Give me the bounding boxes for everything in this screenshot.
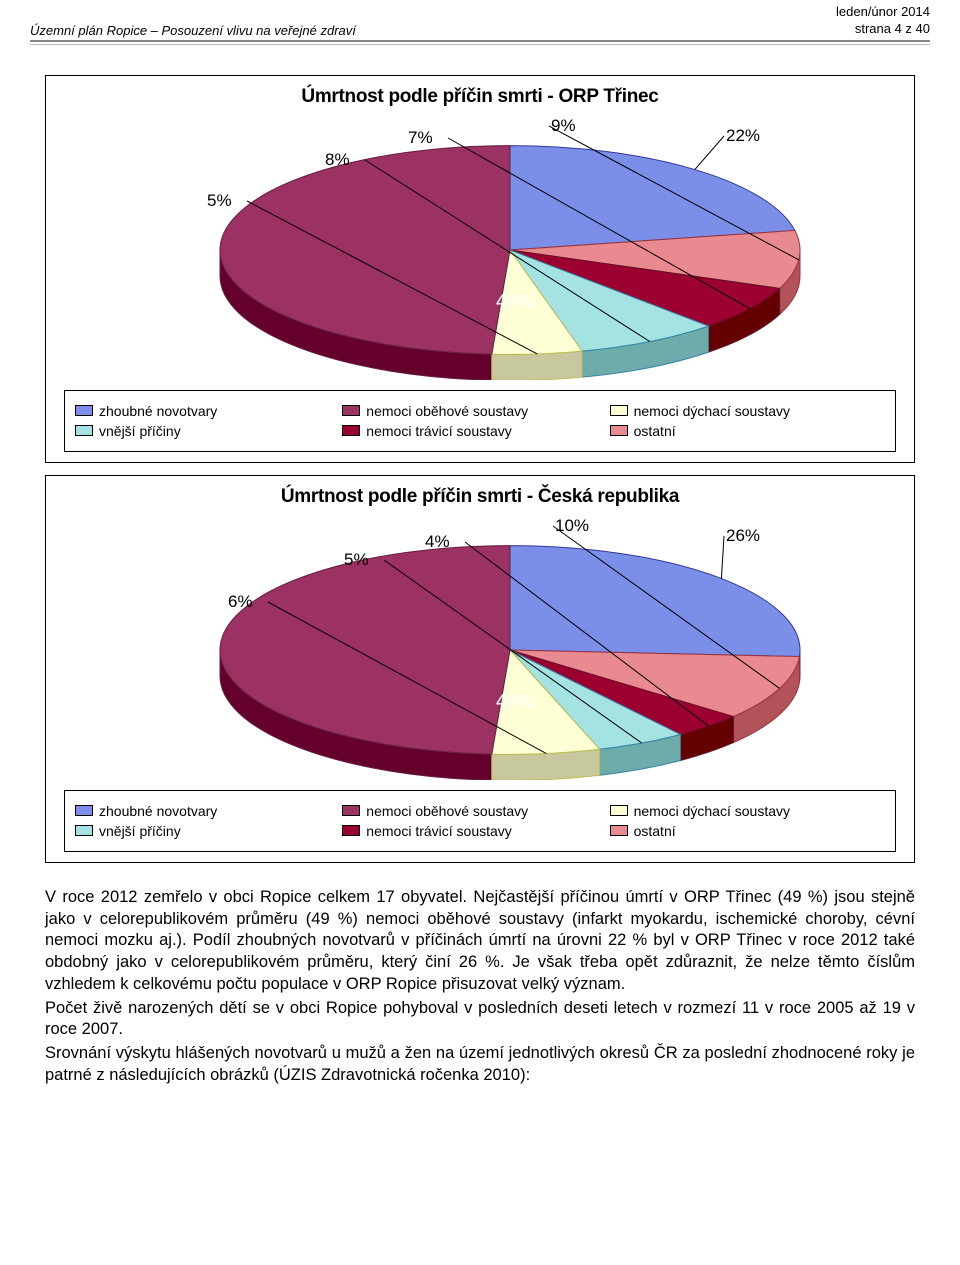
legend-swatch [610,405,628,416]
legend-swatch [610,425,628,436]
legend-row: zhoubné novotvary nemoci oběhové soustavy… [75,803,885,819]
pie-slice-label: 4% [425,532,450,552]
pie-slice-label: 9% [551,116,576,136]
legend-label: nemoci dýchací soustavy [634,803,790,819]
svg-text:49%: 49% [496,291,534,312]
legend-label: vnější příčiny [99,423,181,439]
legend-swatch [75,805,93,816]
legend-swatch [342,405,360,416]
legend-swatch [610,825,628,836]
legend-label: ostatní [634,823,676,839]
body-text: V roce 2012 zemřelo v obci Ropice celkem… [45,887,915,1087]
legend-swatch [610,805,628,816]
legend-item: zhoubné novotvary [75,403,342,419]
header-date: leden/únor 2014 [836,4,930,19]
pie-slice-label: 26% [726,526,760,546]
pie-slice-label: 6% [228,592,253,612]
legend-label: ostatní [634,423,676,439]
legend-swatch [75,825,93,836]
legend-item: ostatní [610,823,877,839]
legend-label: vnější příčiny [99,823,181,839]
legend-label: zhoubné novotvary [99,403,217,419]
header-rule-2 [30,44,930,45]
legend-swatch [75,405,93,416]
chart-2-pie: 49%26%10%4%5%6% [80,520,880,780]
legend-label: nemoci oběhové soustavy [366,403,528,419]
chart-1-box: Úmrtnost podle příčin smrti - ORP Třinec… [45,75,915,463]
legend-row: vnější příčiny nemoci trávicí soustavy ost… [75,823,885,839]
pie-slice-label: 8% [325,150,350,170]
legend-item: vnější příčiny [75,423,342,439]
legend-item: ostatní [610,423,877,439]
legend-item: nemoci dýchací soustavy [610,803,877,819]
legend-item: nemoci trávicí soustavy [342,823,609,839]
legend-label: nemoci oběhové soustavy [366,803,528,819]
pie-slice-label: 5% [344,550,369,570]
chart-2-title: Úmrtnost podle příčin smrti - Česká repu… [54,486,906,508]
header-page: strana 4 z 40 [855,21,930,36]
pie-slice-label: 5% [207,191,232,211]
legend-swatch [342,425,360,436]
legend-swatch [75,425,93,436]
legend-row: zhoubné novotvary nemoci oběhové soustavy… [75,403,885,419]
legend-row: vnější příčiny nemoci trávicí soustavy ost… [75,423,885,439]
header-rule-1 [30,40,930,42]
legend-item: vnější příčiny [75,823,342,839]
pie-slice-label: 22% [726,126,760,146]
legend-label: zhoubné novotvary [99,803,217,819]
legend-item: nemoci oběhové soustavy [342,803,609,819]
paragraph-1: V roce 2012 zemřelo v obci Ropice celkem… [45,887,915,996]
legend-item: zhoubné novotvary [75,803,342,819]
header-left: Územní plán Ropice – Posouzení vlivu na … [30,23,356,38]
legend-item: nemoci trávicí soustavy [342,423,609,439]
paragraph-2: Počet živě narozených dětí se v obci Rop… [45,998,915,1042]
legend-swatch [342,805,360,816]
header-right: leden/únor 2014 strana 4 z 40 [836,4,930,38]
chart-2-box: Úmrtnost podle příčin smrti - Česká repu… [45,475,915,863]
legend-label: nemoci trávicí soustavy [366,823,512,839]
chart-1-pie: 49%22%9%7%8%5% [80,120,880,380]
chart-1-legend: zhoubné novotvary nemoci oběhové soustavy… [64,390,896,452]
page-header: Územní plán Ropice – Posouzení vlivu na … [0,0,960,40]
legend-item: nemoci oběhové soustavy [342,403,609,419]
paragraph-3: Srovnání výskytu hlášených novotvarů u m… [45,1043,915,1087]
pie-slice-label: 10% [555,516,589,536]
pie-slice-label: 7% [408,128,433,148]
chart-2-legend: zhoubné novotvary nemoci oběhové soustavy… [64,790,896,852]
svg-text:49%: 49% [496,691,534,712]
legend-label: nemoci trávicí soustavy [366,423,512,439]
legend-swatch [342,825,360,836]
chart-1-title: Úmrtnost podle příčin smrti - ORP Třinec [54,86,906,108]
legend-item: nemoci dýchací soustavy [610,403,877,419]
legend-label: nemoci dýchací soustavy [634,403,790,419]
